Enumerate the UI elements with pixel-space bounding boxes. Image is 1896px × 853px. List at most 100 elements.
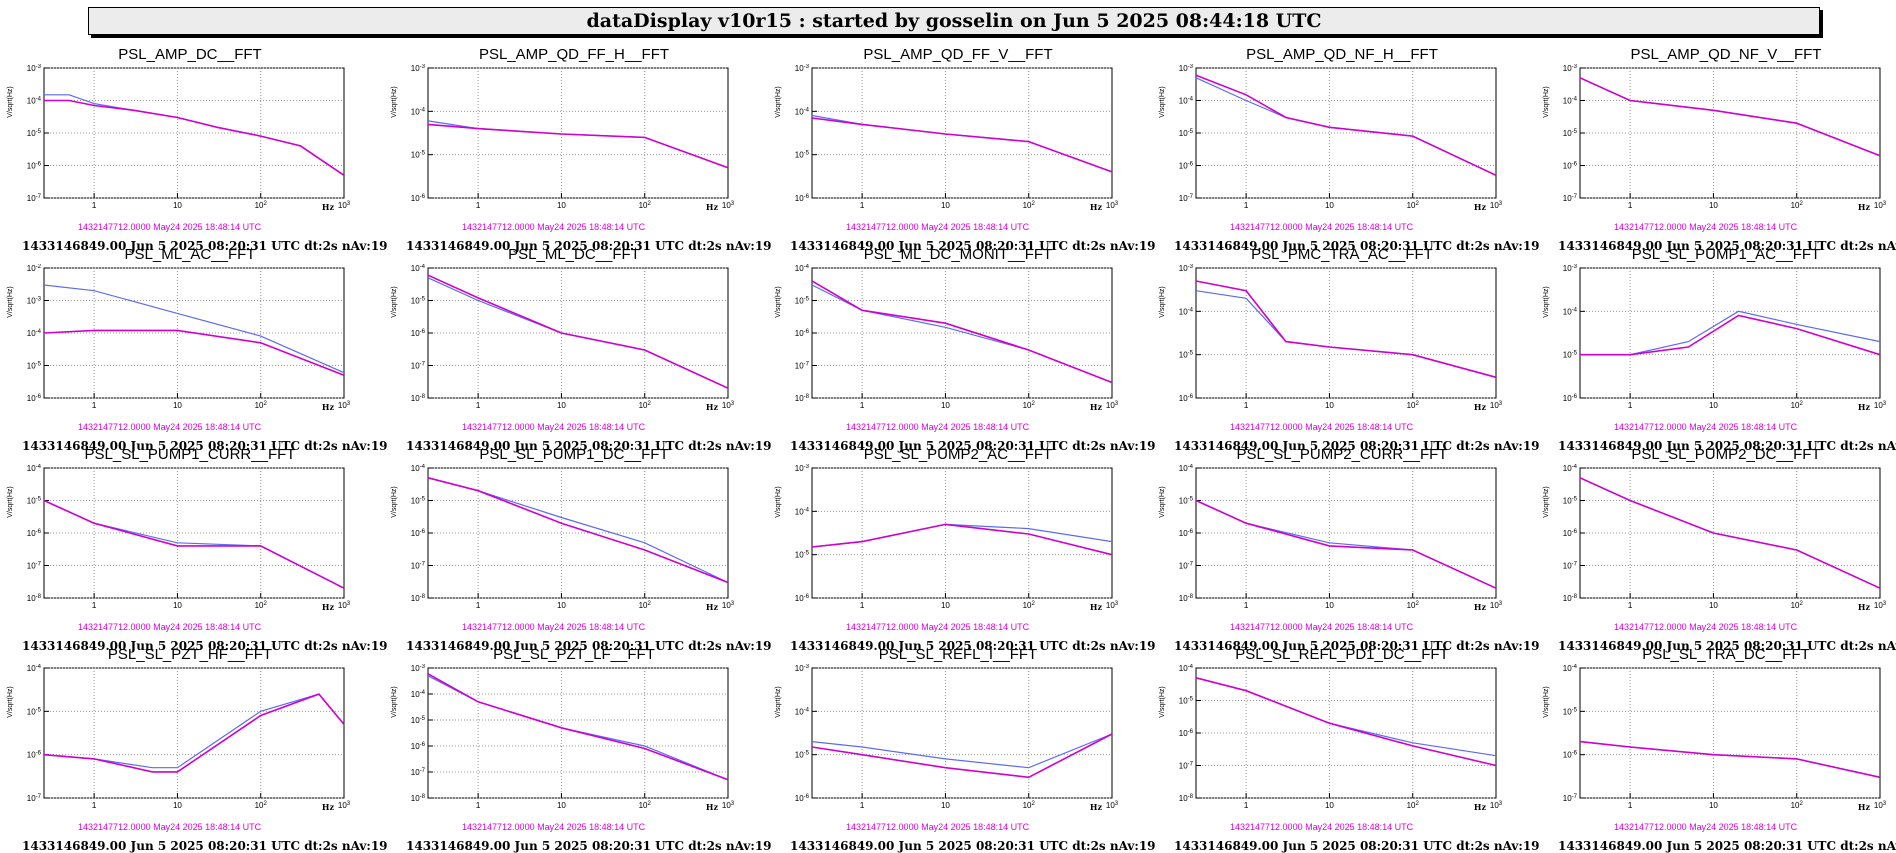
x-tick-label: 1 <box>476 201 481 210</box>
reference-time-label: 1432147712.0000 May24 2025 18:48:14 UTC <box>846 622 1030 632</box>
plot-frame <box>1579 667 1881 799</box>
y-tick-label: 10-7 <box>1563 562 1578 571</box>
reference-time-label: 1432147712.0000 May24 2025 18:48:14 UTC <box>1614 822 1798 832</box>
series-reference-line <box>43 284 345 374</box>
y-tick-label: 10-5 <box>795 751 810 760</box>
chart-title: PSL_SL_REFL_PD1_DC__FFT <box>1235 646 1449 663</box>
chart-panel: PSL_SL_PUMP1_CURR__FFT 1 10 102 103 Hz 10-8 10-… <box>0 444 388 653</box>
chart-panel: PSL_SL_PUMP1_AC__FFT 1 10 102 103 Hz 10-6 10-5 1… <box>1536 244 1896 453</box>
x-tick-label: 103 <box>1490 201 1503 210</box>
y-tick-label: 10-6 <box>1563 751 1578 760</box>
y-tick-label: 10-4 <box>27 329 42 338</box>
y-tick-label: 10-3 <box>411 64 426 73</box>
x-tick-label: 103 <box>1874 601 1887 610</box>
x-tick-label: 102 <box>1407 801 1420 810</box>
y-tick-label: 10-6 <box>27 162 42 171</box>
acquisition-timestamp: 1433146849.00 Jun 5 2025 08:20:31 UTC dt… <box>406 639 772 653</box>
x-tick-label: 10 <box>941 801 950 810</box>
x-unit-label: Hz <box>1090 402 1103 412</box>
y-tick-label: 10-3 <box>795 464 810 473</box>
y-tick-label: 10-7 <box>411 362 426 371</box>
x-unit-label: Hz <box>1858 602 1871 612</box>
acquisition-timestamp: 1433146849.00 Jun 5 2025 08:20:31 UTC dt… <box>406 839 772 853</box>
y-tick-label: 10-5 <box>795 297 810 306</box>
chart-title: PSL_SL_PUMP1_CURR__FFT <box>84 446 296 463</box>
y-tick-label: 10-5 <box>795 151 810 160</box>
plot-frame <box>427 67 729 199</box>
x-tick-label: 102 <box>1407 601 1420 610</box>
x-tick-label: 1 <box>860 401 865 410</box>
y-axis-label: V/sqrt(Hz) <box>391 486 398 518</box>
x-tick-label: 10 <box>173 201 182 210</box>
y-tick-label: 10-7 <box>795 362 810 371</box>
y-tick-label: 10-3 <box>411 664 426 673</box>
reference-time-label: 1432147712.0000 May24 2025 18:48:14 UTC <box>78 422 262 432</box>
y-tick-label: 10-5 <box>411 151 426 160</box>
y-tick-label: 10-4 <box>1563 97 1578 106</box>
y-tick-label: 10-6 <box>27 529 42 538</box>
y-axis-label: V/sqrt(Hz) <box>391 286 398 318</box>
x-unit-label: Hz <box>1858 802 1871 812</box>
y-tick-label: 10-4 <box>1563 464 1578 473</box>
series-current-line <box>1195 74 1497 177</box>
y-tick-label: 10-4 <box>411 690 426 699</box>
x-tick-label: 10 <box>1709 601 1718 610</box>
y-tick-label: 10-6 <box>795 594 810 603</box>
y-axis-label: V/sqrt(Hz) <box>7 86 14 118</box>
reference-time-label: 1432147712.0000 May24 2025 18:48:14 UTC <box>846 222 1030 232</box>
chart-title: PSL_SL_PUMP1_DC__FFT <box>479 446 669 463</box>
reference-time-label: 1432147712.0000 May24 2025 18:48:14 UTC <box>462 622 646 632</box>
chart-title: PSL_SL_PUMP2_DC__FFT <box>1631 446 1821 463</box>
x-tick-label: 103 <box>1874 201 1887 210</box>
y-tick-label: 10-4 <box>1179 307 1194 316</box>
y-axis-label: V/sqrt(Hz) <box>391 686 398 718</box>
x-tick-label: 103 <box>1874 801 1887 810</box>
reference-time-label: 1432147712.0000 May24 2025 18:48:14 UTC <box>78 622 262 632</box>
x-tick-label: 102 <box>255 601 268 610</box>
chart-panel: PSL_SL_PZT_LF__FFT 1 10 102 103 Hz 10-8 10-7 10-… <box>384 644 772 853</box>
y-tick-label: 10-3 <box>795 664 810 673</box>
y-tick-label: 10-4 <box>27 664 42 673</box>
x-tick-label: 103 <box>1490 601 1503 610</box>
chart-panel: PSL_SL_PUMP1_DC__FFT 1 10 102 103 Hz 10-8 10-7 1… <box>384 444 772 653</box>
x-tick-label: 1 <box>476 601 481 610</box>
y-axis-label: V/sqrt(Hz) <box>1543 686 1550 718</box>
x-tick-label: 103 <box>1106 801 1119 810</box>
reference-time-label: 1432147712.0000 May24 2025 18:48:14 UTC <box>1230 822 1414 832</box>
y-tick-label: 10-7 <box>27 194 42 203</box>
acquisition-timestamp: 1433146849.00 Jun 5 2025 08:20:31 UTC dt… <box>22 639 388 653</box>
reference-time-label: 1432147712.0000 May24 2025 18:48:14 UTC <box>462 822 646 832</box>
y-tick-label: 10-4 <box>1179 464 1194 473</box>
x-tick-label: 1 <box>860 601 865 610</box>
y-tick-label: 10-8 <box>795 394 810 403</box>
y-tick-label: 10-5 <box>1179 697 1194 706</box>
chart-title: PSL_SL_PUMP2_AC__FFT <box>863 446 1053 463</box>
x-unit-label: Hz <box>1090 602 1103 612</box>
y-tick-label: 10-6 <box>795 329 810 338</box>
reference-time-label: 1432147712.0000 May24 2025 18:48:14 UTC <box>78 222 262 232</box>
chart-panel: PSL_SL_REFL_PD1_DC__FFT 1 10 102 103 Hz 10-8 10… <box>1152 644 1540 853</box>
x-tick-label: 102 <box>1023 201 1036 210</box>
reference-time-label: 1432147712.0000 May24 2025 18:48:14 UTC <box>846 822 1030 832</box>
y-tick-label: 10-4 <box>795 707 810 716</box>
chart-title: PSL_SL_PUMP1_AC__FFT <box>1631 246 1821 263</box>
series-current-line <box>1195 499 1497 589</box>
chart-panel: PSL_SL_PUMP2_AC__FFT 1 10 102 103 Hz 10-6 10-5 1… <box>768 444 1156 653</box>
y-tick-label: 10-6 <box>1563 529 1578 538</box>
plot-frame <box>1579 267 1881 399</box>
y-tick-label: 10-5 <box>1179 129 1194 138</box>
y-axis-label: V/sqrt(Hz) <box>7 286 14 318</box>
series-current-line <box>1580 314 1881 356</box>
series-current-line <box>811 733 1113 779</box>
x-tick-label: 102 <box>639 201 652 210</box>
y-tick-label: 10-4 <box>27 97 42 106</box>
x-tick-label: 1 <box>92 801 97 810</box>
x-unit-label: Hz <box>1090 202 1103 212</box>
x-tick-label: 10 <box>941 401 950 410</box>
reference-time-label: 1432147712.0000 May24 2025 18:48:14 UTC <box>1230 622 1414 632</box>
x-tick-label: 10 <box>1709 801 1718 810</box>
